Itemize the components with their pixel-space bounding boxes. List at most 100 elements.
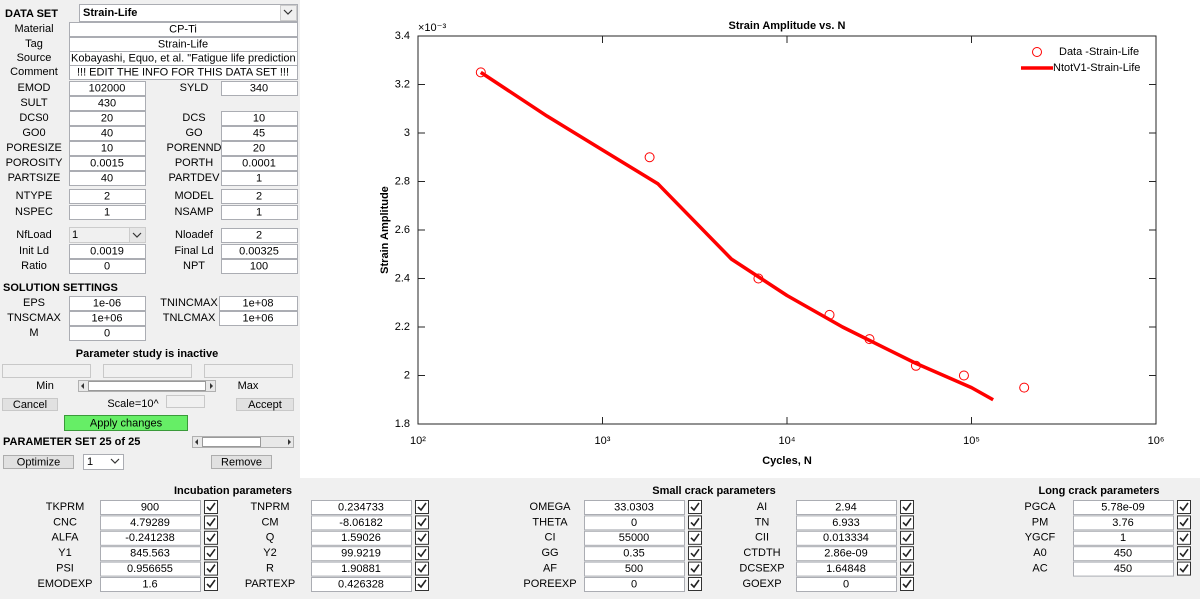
checkbox[interactable]: [415, 500, 429, 514]
text-field[interactable]: [221, 141, 298, 156]
text-field[interactable]: [100, 515, 201, 531]
checkbox[interactable]: [415, 530, 429, 545]
button[interactable]: [236, 398, 294, 411]
text-field[interactable]: [311, 500, 412, 515]
text-field[interactable]: [100, 577, 201, 592]
checkbox[interactable]: [415, 546, 429, 561]
text-field[interactable]: [69, 189, 146, 204]
text-field[interactable]: [311, 546, 412, 562]
checkbox[interactable]: [1177, 530, 1191, 545]
checkbox[interactable]: [688, 515, 702, 530]
slider-thumb[interactable]: [202, 437, 261, 447]
button[interactable]: [2, 398, 58, 411]
text-field[interactable]: [204, 364, 293, 378]
checkbox[interactable]: [688, 561, 702, 576]
slider-thumb[interactable]: [88, 381, 206, 391]
text-field[interactable]: [584, 530, 685, 546]
text-field[interactable]: [796, 500, 897, 515]
checkbox[interactable]: [415, 577, 429, 591]
text-field[interactable]: [221, 259, 298, 274]
text-field[interactable]: [69, 244, 146, 259]
checkbox[interactable]: [900, 577, 914, 591]
checkbox[interactable]: [204, 500, 218, 514]
text-field[interactable]: [796, 561, 897, 577]
text-field[interactable]: [69, 96, 146, 111]
dropdown[interactable]: [83, 454, 124, 470]
checkbox[interactable]: [688, 577, 702, 591]
text-field[interactable]: [1073, 500, 1174, 515]
checkbox[interactable]: [204, 546, 218, 561]
checkbox[interactable]: [1177, 515, 1191, 530]
text-field[interactable]: [69, 259, 146, 274]
text-field[interactable]: [2, 364, 91, 378]
text-field[interactable]: [221, 189, 298, 204]
checkbox[interactable]: [204, 515, 218, 530]
text-field[interactable]: [69, 311, 146, 326]
text-field[interactable]: [584, 561, 685, 577]
checkbox[interactable]: [900, 530, 914, 545]
text-field[interactable]: [1073, 546, 1174, 562]
text-field[interactable]: [219, 311, 298, 326]
text-field[interactable]: [69, 205, 146, 220]
text-field[interactable]: [221, 244, 298, 259]
checkbox[interactable]: [204, 530, 218, 545]
text-field[interactable]: [311, 577, 412, 592]
button[interactable]: [211, 455, 272, 469]
text-field[interactable]: [311, 530, 412, 546]
dropdown[interactable]: [79, 4, 298, 22]
text-field[interactable]: [219, 296, 298, 311]
text-field[interactable]: [221, 156, 298, 171]
checkbox[interactable]: [900, 546, 914, 561]
text-field[interactable]: [69, 141, 146, 156]
text-field[interactable]: [584, 546, 685, 562]
checkbox[interactable]: [415, 561, 429, 576]
checkbox[interactable]: [688, 530, 702, 545]
text-field[interactable]: [311, 561, 412, 577]
text-field[interactable]: [221, 81, 298, 96]
text-field[interactable]: [221, 126, 298, 141]
button[interactable]: [64, 415, 188, 431]
text-field[interactable]: [100, 530, 201, 546]
text-field[interactable]: [796, 515, 897, 531]
text-field[interactable]: [166, 395, 205, 408]
text-field[interactable]: [69, 81, 146, 96]
text-field[interactable]: [1073, 530, 1174, 546]
checkbox[interactable]: [204, 577, 218, 591]
text-field[interactable]: [69, 22, 298, 37]
text-field[interactable]: [221, 111, 298, 126]
checkbox[interactable]: [688, 546, 702, 561]
text-field[interactable]: [69, 171, 146, 186]
dropdown-button[interactable]: [129, 227, 146, 243]
text-field[interactable]: [796, 546, 897, 562]
checkbox[interactable]: [204, 561, 218, 576]
text-field[interactable]: [796, 530, 897, 546]
checkbox[interactable]: [1177, 561, 1191, 576]
checkbox[interactable]: [688, 500, 702, 514]
text-field[interactable]: [69, 326, 146, 341]
text-field[interactable]: [100, 561, 201, 577]
text-field[interactable]: [584, 577, 685, 592]
text-field[interactable]: [69, 296, 146, 311]
text-field[interactable]: [221, 171, 298, 186]
checkbox[interactable]: [900, 515, 914, 530]
text-field[interactable]: [103, 364, 192, 378]
text-field[interactable]: [69, 126, 146, 141]
text-field[interactable]: [584, 500, 685, 515]
text-field[interactable]: [221, 228, 298, 243]
text-field[interactable]: [221, 205, 298, 220]
checkbox[interactable]: [900, 561, 914, 576]
text-field[interactable]: [311, 515, 412, 531]
text-field[interactable]: [100, 546, 201, 562]
checkbox[interactable]: [900, 500, 914, 514]
text-field[interactable]: [100, 500, 201, 515]
checkbox[interactable]: [1177, 500, 1191, 514]
text-field[interactable]: [584, 515, 685, 531]
text-field[interactable]: [1073, 561, 1174, 577]
text-field[interactable]: [69, 111, 146, 126]
button[interactable]: [3, 455, 74, 469]
checkbox[interactable]: [415, 515, 429, 530]
checkbox[interactable]: [1177, 546, 1191, 561]
text-field[interactable]: [69, 65, 298, 80]
text-field[interactable]: [69, 156, 146, 171]
text-field[interactable]: [1073, 515, 1174, 531]
